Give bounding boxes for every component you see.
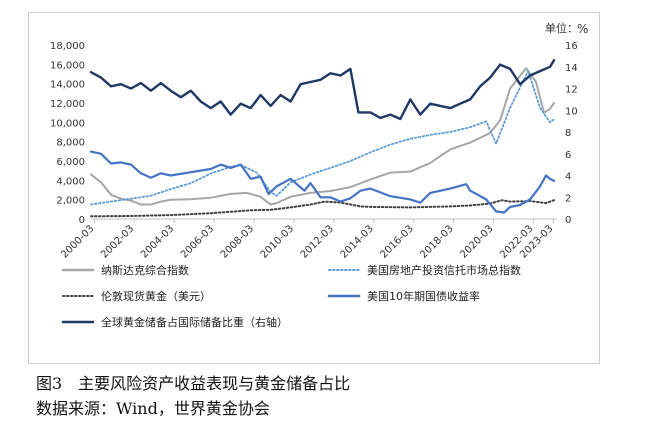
- left-tick-label: 2,000: [56, 196, 85, 207]
- series-line-2: [90, 199, 555, 218]
- left-tick-label: 4,000: [56, 176, 85, 187]
- legend-label-4: 全球黄金储备占国际储备比重（右轴）: [101, 315, 288, 329]
- x-tick-label: 2006-03: [179, 223, 216, 260]
- series-line-3: [89, 150, 556, 214]
- right-unit-label: %: [577, 22, 588, 36]
- right-tick-label: 0: [565, 215, 571, 226]
- left-tick-label: 18,000: [50, 41, 85, 52]
- legend-label-0: 纳斯达克综合指数: [101, 263, 189, 277]
- series-line-4: [89, 59, 556, 121]
- x-tick-label: 2004-03: [139, 223, 176, 260]
- right-tick-label: 8: [565, 128, 571, 139]
- left-tick-label: 12,000: [50, 99, 85, 110]
- left-axis: 0 2,000 4,000 6,000 8,000 10,000 12,000 14,000 1…: [50, 41, 85, 226]
- x-axis: 2000-03 2002-03 2004-03 2006-03 2008-03 2010-…: [59, 219, 556, 261]
- left-tick-label: 8,000: [56, 138, 85, 149]
- series-line-1: [90, 70, 555, 206]
- x-tick-label: 2002-03: [99, 223, 136, 260]
- unit-label: 单位：: [545, 21, 578, 35]
- x-tick-label: 2008-03: [219, 223, 256, 260]
- right-tick-label: 16: [565, 41, 578, 52]
- chart-frame: 0 2,000 4,000 6,000 8,000 10,000 12,000 14,000 1…: [28, 12, 600, 364]
- right-tick-label: 4: [565, 172, 571, 183]
- left-tick-label: 14,000: [50, 80, 85, 91]
- right-tick-label: 2: [565, 193, 571, 204]
- x-tick-label: 2018-03: [418, 223, 455, 260]
- x-tick-label: 2010-03: [259, 223, 296, 260]
- left-tick-label: 16,000: [50, 60, 85, 71]
- series-line-0: [90, 67, 555, 206]
- x-tick-label: 2014-03: [339, 223, 376, 260]
- chart-svg: 0 2,000 4,000 6,000 8,000 10,000 12,000 14,000 1…: [50, 21, 588, 329]
- right-tick-label: 14: [565, 63, 578, 74]
- left-tick-label: 10,000: [50, 118, 85, 129]
- right-axis: 0 2 4 6 8 10 12 14 16: [565, 41, 578, 226]
- plot-lines: [89, 59, 556, 218]
- legend-label-3: 美国10年期国债收益率: [367, 289, 480, 303]
- figure-source: 数据来源：Wind，世界黄金协会: [36, 399, 270, 418]
- legend-label-2: 伦敦现货黄金（美元）: [101, 289, 211, 303]
- left-tick-label: 0: [79, 215, 85, 226]
- right-tick-label: 6: [565, 150, 571, 161]
- x-tick-label: 2012-03: [299, 223, 336, 260]
- x-tick-label: 2000-03: [59, 223, 96, 260]
- right-tick-label: 12: [565, 85, 578, 96]
- x-tick-label: 2020-03: [458, 223, 495, 260]
- left-tick-label: 6,000: [56, 157, 85, 168]
- legend-label-1: 美国房地产投资信托市场总指数: [367, 263, 521, 277]
- figure-caption: 图3 主要风险资产收益表现与黄金储备占比: [36, 374, 351, 393]
- right-tick-label: 10: [565, 106, 578, 117]
- x-tick-label: 2016-03: [378, 223, 415, 260]
